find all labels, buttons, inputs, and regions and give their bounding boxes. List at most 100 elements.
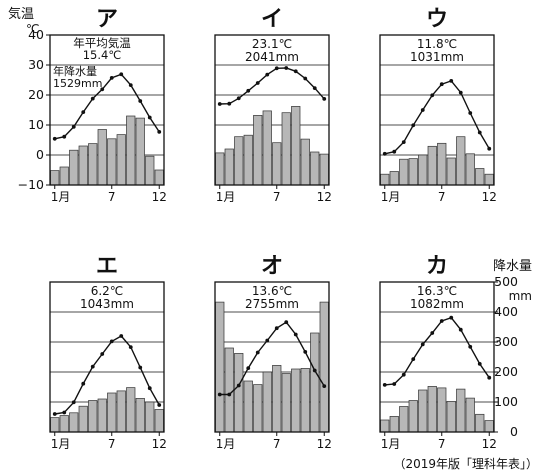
- temperature-line: [384, 80, 490, 155]
- temperature-point: [274, 326, 279, 331]
- left-axis-title: 気温: [8, 6, 34, 22]
- annual-precip-value: 1082mm: [410, 297, 464, 311]
- precip-bar: [300, 138, 310, 186]
- temperature-point: [420, 108, 425, 112]
- precip-bar: [319, 153, 329, 186]
- month-tick-label: 12: [482, 190, 497, 204]
- temperature-point: [90, 96, 95, 101]
- temperature-point: [81, 110, 86, 114]
- precip-bar: [380, 173, 390, 186]
- precip-bar: [116, 134, 126, 186]
- annual-temp-value: 6.2℃: [91, 284, 124, 298]
- right-axis-title: 降水量: [493, 259, 532, 274]
- precip-bar: [310, 332, 320, 433]
- precip-bar: [234, 136, 244, 186]
- precip-bar: [262, 371, 272, 433]
- panel-frame: [379, 281, 495, 433]
- panel-title: ウ: [426, 7, 448, 32]
- precip-bar: [69, 149, 79, 186]
- precip-bar: [145, 401, 155, 433]
- temperature-point: [430, 331, 435, 335]
- precip-bar: [50, 170, 60, 186]
- temperature-point: [401, 140, 406, 145]
- temperature-point: [109, 76, 114, 80]
- month-tick-label: 1月: [381, 437, 401, 451]
- precip-bar: [418, 389, 428, 433]
- precip-bar: [389, 171, 399, 186]
- panel-frame: [49, 34, 165, 186]
- precip-bar: [69, 412, 79, 433]
- precip-bar: [253, 384, 263, 433]
- temperature-point: [312, 368, 317, 373]
- temperature-point: [401, 372, 406, 377]
- precip-bar: [446, 157, 456, 186]
- temp-axis-label: 20: [28, 87, 44, 102]
- panel-title: オ: [261, 254, 283, 279]
- month-tick-label: 1月: [51, 190, 71, 204]
- temperature-point: [255, 350, 260, 355]
- temperature-point: [147, 386, 152, 391]
- temperature-point: [246, 88, 251, 93]
- temp-axis-label: 30: [28, 57, 44, 72]
- temperature-point: [430, 93, 435, 98]
- annual-temp-value: 11.8℃: [417, 37, 457, 51]
- temperature-point: [217, 102, 222, 106]
- month-tick-label: 7: [273, 190, 281, 204]
- temperature-point: [411, 123, 416, 128]
- precip-bar: [135, 117, 145, 186]
- precip-bar: [126, 115, 136, 186]
- temperature-point: [71, 400, 76, 405]
- temperature-point: [411, 357, 416, 361]
- temperature-point: [265, 72, 270, 77]
- precip-bar: [107, 138, 117, 186]
- panel-frame: [214, 281, 330, 433]
- temp-axis-label: 0: [36, 147, 44, 162]
- precip-bar: [145, 155, 155, 186]
- precip-bar: [475, 413, 485, 433]
- precip-axis-label: 400: [494, 304, 518, 319]
- precip-bar: [437, 142, 447, 186]
- annual-precip-value: 1043mm: [80, 297, 134, 311]
- precip-bar: [78, 145, 88, 186]
- temperature-point: [382, 151, 387, 156]
- precip-bar: [281, 373, 291, 433]
- panel-frame: [214, 34, 330, 186]
- precip-bar: [107, 392, 117, 433]
- precip-bar: [154, 409, 164, 433]
- temp-axis-label: 40: [28, 27, 44, 42]
- temperature-point: [217, 392, 222, 397]
- temperature-point: [477, 362, 482, 366]
- month-tick-label: 7: [438, 190, 446, 204]
- precip-bar: [300, 368, 310, 433]
- temperature-point: [468, 111, 473, 115]
- annual-temp-value: 16.3℃: [417, 284, 457, 298]
- temperature-point: [109, 339, 114, 344]
- precip-bar: [291, 368, 301, 433]
- temperature-point: [322, 97, 327, 101]
- precip-bar: [215, 152, 225, 186]
- temperature-point: [284, 66, 289, 70]
- month-tick-label: 7: [273, 437, 281, 451]
- temperature-point: [62, 134, 67, 139]
- temperature-point: [157, 130, 162, 134]
- temperature-line: [384, 316, 490, 386]
- temperature-point: [52, 412, 57, 416]
- temperature-point: [293, 69, 298, 74]
- temperature-point: [81, 381, 86, 386]
- temperature-point: [128, 345, 133, 349]
- temperature-point: [458, 90, 463, 95]
- precip-bar: [253, 115, 263, 186]
- month-tick-label: 12: [152, 190, 167, 204]
- temperature-point: [449, 79, 454, 83]
- temperature-point: [449, 315, 454, 320]
- annual-temp-label: 年平均気温: [73, 36, 131, 50]
- temperature-point: [71, 124, 76, 129]
- precip-bar: [224, 347, 234, 433]
- precip-axis-label: 300: [494, 334, 518, 349]
- precip-bar: [154, 169, 164, 186]
- left-axis-unit: ℃: [26, 22, 39, 36]
- precip-bar: [465, 397, 475, 433]
